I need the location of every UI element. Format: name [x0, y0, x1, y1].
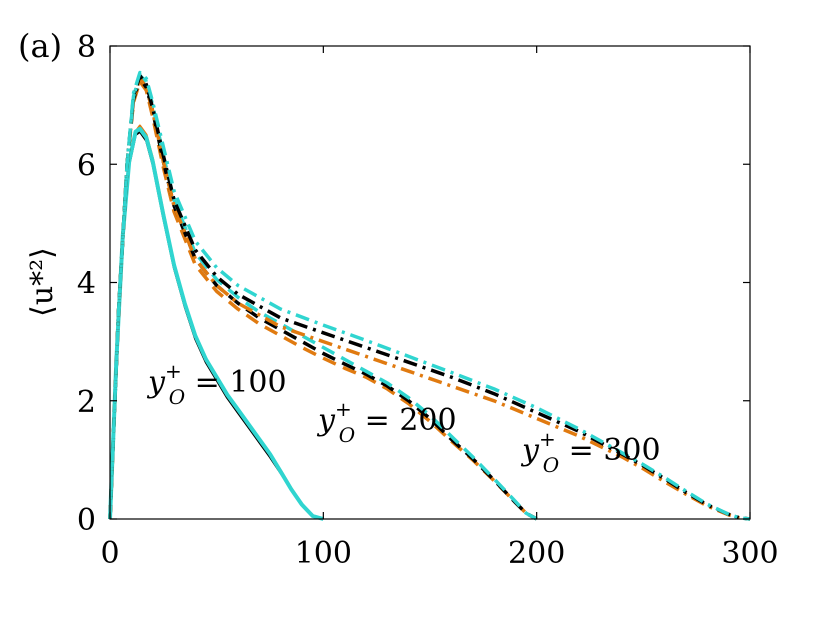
series-line-300-orange [108, 76, 751, 521]
series-line-200-cyan [108, 73, 538, 521]
x-tick-label: 0 [100, 536, 119, 571]
series-line-100-black [108, 130, 324, 521]
y-axis-label: ⟨u*²⟩ [25, 247, 60, 317]
labels: 0 100 200 300 0 2 4 6 8 (a) ⟨u*²⟩ y+ O = 100 y+ O = 20… [18, 27, 779, 571]
series-line-100-orange [108, 124, 324, 521]
x-tick-label: 200 [508, 536, 565, 571]
series-line-100-cyan [108, 126, 324, 521]
annotation-label: y+ O = 300 [520, 427, 661, 477]
series-group [108, 70, 751, 521]
annotation-label: y+ O = 200 [316, 397, 457, 447]
panel-label: (a) [18, 27, 62, 65]
series-line-300-cyan [108, 70, 751, 521]
series-line-200-black [108, 76, 538, 521]
y-tick-label: 6 [77, 148, 96, 183]
axes [109, 45, 751, 520]
y-tick-label: 0 [77, 503, 96, 538]
series-line-200-orange [108, 79, 538, 521]
y-tick-label: 2 [77, 385, 96, 420]
x-tick-label: 100 [295, 536, 352, 571]
y-tick-label: 4 [77, 267, 96, 302]
y-tick-label: 8 [77, 30, 96, 65]
x-tick-label: 300 [721, 536, 778, 571]
annotation-label: y+ O = 100 [146, 359, 287, 409]
